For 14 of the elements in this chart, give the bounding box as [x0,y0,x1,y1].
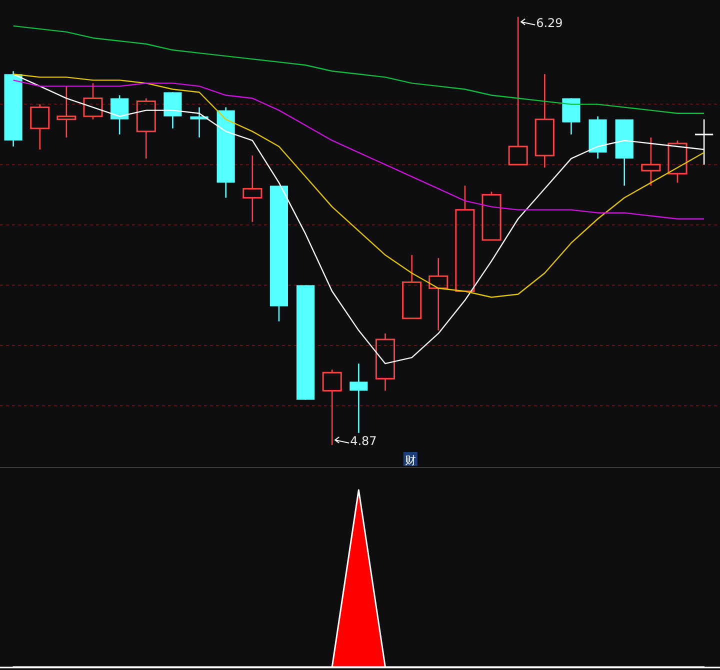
candlestick [375,332,396,392]
candlestick [110,94,129,136]
candlestick [402,254,422,320]
candlestick [428,257,448,332]
candlestick [641,136,661,186]
text: 财 [404,454,416,467]
candlestick [455,185,475,292]
candlestick [534,74,554,168]
candlestick [350,362,368,434]
candlestick [242,154,262,223]
annotation: 4.87 [350,434,377,448]
candlestick [56,86,76,138]
candlestick [190,106,208,138]
annotation: 6.29 [536,16,563,30]
